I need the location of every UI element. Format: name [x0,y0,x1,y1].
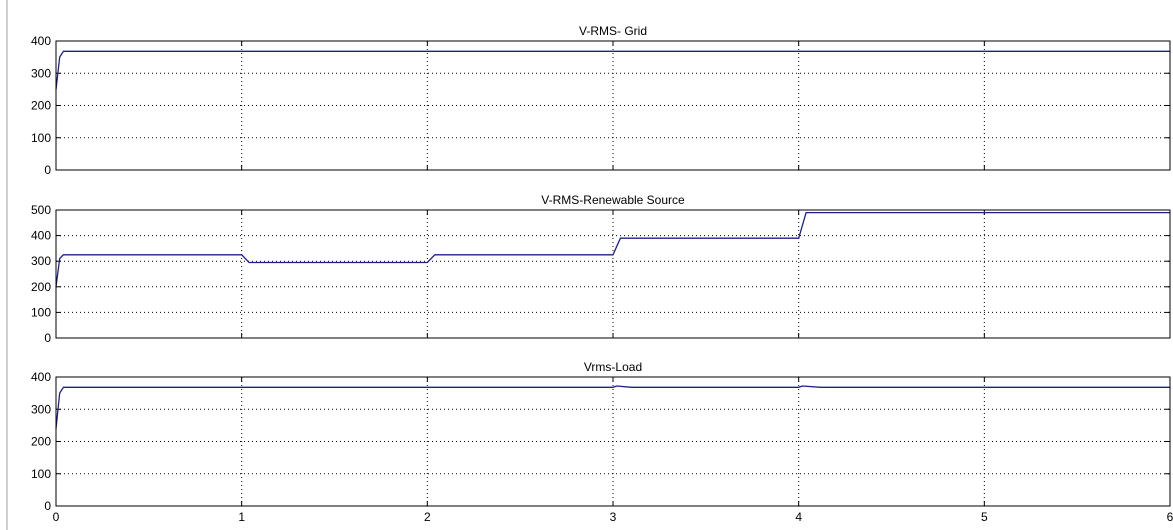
x-tick-label-2: 2 [424,510,431,524]
y-tick-label-2-5: 500 [31,203,51,217]
y-tick-label-3-1: 100 [31,467,51,481]
series-line-3-1 [55,385,1170,429]
y-tick-label-1-4: 400 [31,34,51,48]
y-tick-label-2-2: 200 [31,280,51,294]
x-tick-label-5: 5 [981,510,988,524]
x-tick-label-4: 4 [795,510,802,524]
series-line-2-1 [55,211,1170,287]
y-tick-label-1-1: 100 [31,131,51,145]
x-tick-label-0: 0 [53,510,60,524]
y-tick-label-2-1: 100 [31,305,51,319]
series-line-1-1 [55,50,1170,90]
y-tick-label-2-3: 300 [31,254,51,268]
axes-box-3 [55,376,1171,507]
y-tick-label-3-3: 300 [31,402,51,416]
y-tick-label-2-4: 400 [31,229,51,243]
y-tick-label-3-0: 0 [44,499,51,513]
axes-box-2 [55,209,1171,339]
x-tick-label-1: 1 [238,510,245,524]
y-tick-label-1-3: 300 [31,66,51,80]
axes-box-1 [55,40,1171,171]
chart-title-3: Vrms-Load [584,360,642,374]
y-tick-label-1-0: 0 [44,163,51,177]
y-tick-label-2-0: 0 [44,331,51,345]
x-tick-label-3: 3 [610,510,617,524]
y-tick-label-3-4: 400 [31,370,51,384]
chart-title-1: V-RMS- Grid [579,24,647,38]
chart-title-2: V-RMS-Renewable Source [541,193,685,207]
y-tick-label-1-2: 200 [31,99,51,113]
x-tick-label-6: 6 [1167,510,1173,524]
y-tick-label-3-2: 200 [31,435,51,449]
left-edge-divider [6,0,8,530]
